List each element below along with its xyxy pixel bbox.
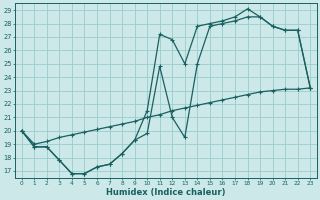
X-axis label: Humidex (Indice chaleur): Humidex (Indice chaleur) (106, 188, 226, 197)
